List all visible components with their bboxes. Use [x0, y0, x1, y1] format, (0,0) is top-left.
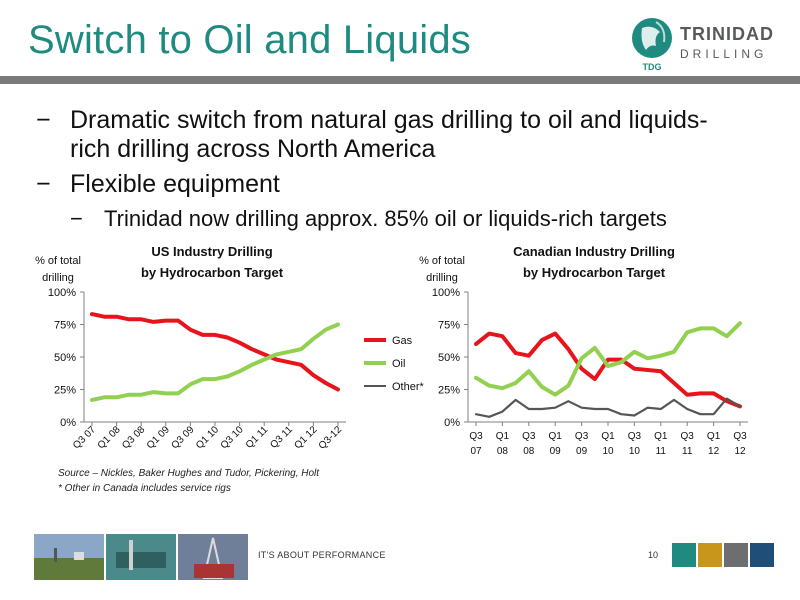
x-tick-label: Q3 [469, 431, 483, 442]
bullet-1-line-1: Dramatic switch from natural gas drillin… [70, 106, 708, 134]
series-line-other [474, 397, 742, 418]
x-tick-label: Q1 10 [194, 424, 221, 451]
x-tick-label: 09 [576, 446, 588, 457]
footer-square [672, 543, 696, 567]
slide-title: Switch to Oil and Liquids [28, 18, 472, 62]
page-number: 10 [648, 550, 659, 560]
legend-label: Other* [392, 381, 425, 393]
x-tick-label: Q3 08 [120, 424, 147, 451]
series-line-oil [474, 321, 742, 397]
bullet-2: Flexible equipment [70, 170, 280, 198]
x-tick-label: Q3 [733, 431, 747, 442]
footnote-line: * Other in Canada includes service rigs [58, 483, 231, 494]
source-line: Source – Nickles, Baker Hughes and Tudor… [58, 468, 320, 479]
footer-square [724, 543, 748, 567]
chart-title: US Industry Drilling [151, 244, 272, 259]
series-line-oil [90, 322, 340, 402]
x-tick-label: Q1 [654, 431, 668, 442]
x-tick-label: Q1 [496, 431, 510, 442]
y-tick-label: 25% [438, 385, 460, 397]
x-tick-label: Q3 10 [219, 424, 246, 451]
x-tick-label: Q3 [522, 431, 536, 442]
legend-label: Oil [392, 358, 405, 370]
x-tick-label: 10 [602, 446, 614, 457]
y-tick-label: 0% [444, 417, 460, 429]
y-tick-label: 100% [48, 287, 76, 299]
x-tick-label: Q3-12 [317, 424, 345, 452]
logo-badge: TDG [643, 62, 662, 72]
y-tick-label: 75% [54, 320, 76, 332]
x-tick-label: Q1 09 [145, 424, 172, 451]
series-line-gas [474, 331, 742, 409]
sub-bullet-1: Trinidad now drilling approx. 85% oil or… [104, 206, 667, 231]
x-tick-label: 08 [497, 446, 509, 457]
y-tick-label: 25% [54, 385, 76, 397]
footer-square [698, 543, 722, 567]
x-tick-label: Q3 11 [268, 424, 295, 451]
footer-square [750, 543, 774, 567]
x-tick-label: 11 [656, 446, 667, 457]
x-tick-label: Q1 11 [244, 424, 271, 451]
sub-bullet-marker: − [70, 206, 83, 231]
y-axis-label: % of total [419, 255, 465, 267]
footer-tagline: IT'S ABOUT PERFORMANCE [258, 550, 386, 560]
x-tick-label: 10 [629, 446, 641, 457]
x-tick-label: 11 [682, 446, 693, 457]
source-note: Source – Nickles, Baker Hughes and Tudor… [58, 466, 319, 496]
x-tick-label: Q3 [681, 431, 695, 442]
y-tick-label: 50% [438, 352, 460, 364]
bullet-1-line-2: rich drilling across North America [70, 135, 436, 163]
chart-title: Canadian Industry Drilling [513, 244, 675, 259]
x-tick-label: 09 [550, 446, 562, 457]
logo-globe-icon: TDG TRINIDAD DRILLING [632, 18, 774, 72]
chart-subtitle: by Hydrocarbon Target [523, 265, 666, 280]
series-line-gas [90, 312, 340, 392]
title-divider [0, 76, 800, 84]
x-tick-label: Q1 [601, 431, 615, 442]
x-tick-label: 12 [734, 446, 746, 457]
y-tick-label: 0% [60, 417, 76, 429]
bullet-marker: − [36, 170, 51, 198]
y-tick-label: 75% [438, 320, 460, 332]
legend-label: Gas [392, 335, 413, 347]
x-tick-label: Q1 08 [96, 424, 123, 451]
x-tick-label: 12 [708, 446, 720, 457]
x-tick-label: Q1 12 [292, 424, 319, 451]
x-tick-label: Q1 [707, 431, 721, 442]
x-tick-label: Q3 [628, 431, 642, 442]
landscape-photo [34, 534, 104, 580]
y-tick-label: 100% [432, 287, 460, 299]
derrick-photo [178, 534, 248, 580]
y-tick-label: 50% [54, 352, 76, 364]
x-tick-label: Q3 09 [169, 424, 196, 451]
bullet-marker: − [36, 106, 51, 134]
rig-photo [106, 534, 176, 580]
logo-wordmark-2: DRILLING [680, 47, 767, 61]
footer-photos [34, 534, 248, 580]
y-axis-label: drilling [426, 272, 458, 284]
x-tick-label: Q3 [575, 431, 589, 442]
chart-subtitle: by Hydrocarbon Target [141, 265, 284, 280]
y-axis-label: drilling [42, 272, 74, 284]
x-tick-label: 08 [523, 446, 535, 457]
x-tick-label: Q1 [549, 431, 563, 442]
y-axis-label: % of total [35, 255, 81, 267]
x-tick-label: 07 [470, 446, 482, 457]
trinidad-logo: TDG TRINIDAD DRILLING [628, 14, 788, 74]
logo-wordmark-1: TRINIDAD [680, 24, 774, 44]
